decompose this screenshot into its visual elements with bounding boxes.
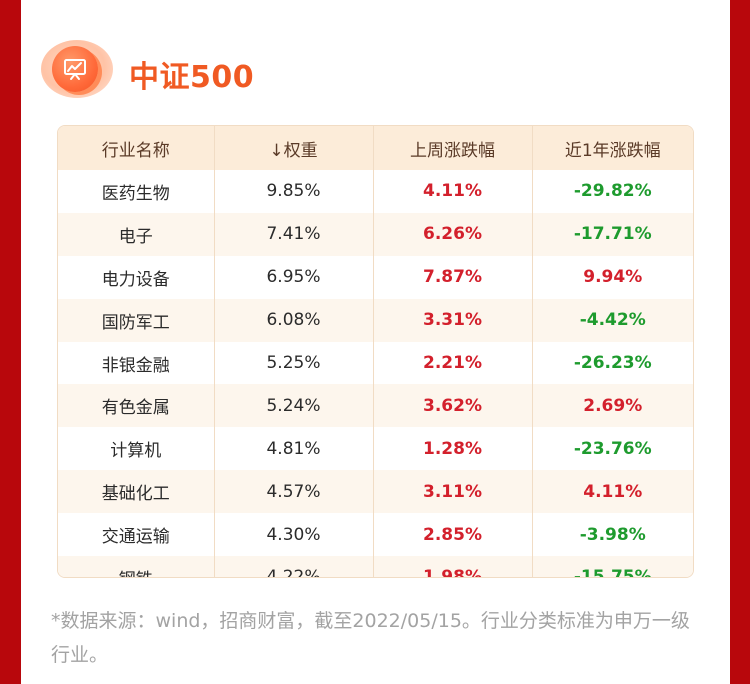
industry-name-cell: 基础化工 bbox=[58, 470, 215, 514]
weight-cell: 4.30% bbox=[214, 513, 374, 557]
presentation-chart-icon bbox=[64, 59, 86, 80]
weight-cell: 6.08% bbox=[214, 298, 374, 342]
table-row: 基础化工 4.57% 3.11% 4.11% bbox=[58, 470, 693, 514]
year-change-cell: -3.98% bbox=[579, 524, 646, 545]
weight-cell: 9.85% bbox=[214, 170, 374, 213]
year-change-cell: 2.69% bbox=[532, 384, 693, 428]
table-row: 钢铁4.22%1.98%-15.75% bbox=[58, 556, 693, 577]
week-change-cell: 1.98% bbox=[373, 556, 533, 577]
header-weight-sort[interactable]: ↓权重 bbox=[214, 126, 374, 170]
table-row: 有色金属 5.24% 3.62% 2.69% bbox=[58, 384, 693, 428]
year-change-cell: -4.42% bbox=[532, 298, 693, 342]
table-row: 计算机 4.81% 1.28% -23.76% bbox=[58, 427, 693, 471]
content-card: 中证500 行业名称 ↓权重 上周涨跌幅 近1年涨跌幅 医药生物 9.85% 4.1… bbox=[21, 0, 730, 684]
industry-name-cell: 电子 bbox=[58, 212, 215, 256]
industry-name-cell: 钢铁 bbox=[58, 556, 215, 577]
weight-cell: 5.25% bbox=[214, 341, 374, 385]
week-change-cell: 7.87% bbox=[373, 255, 533, 299]
weight-cell: 7.41% bbox=[214, 212, 374, 256]
year-change-cell: 9.94% bbox=[583, 267, 643, 288]
week-change-cell: 3.62% bbox=[373, 384, 533, 428]
week-change-cell: 6.26% bbox=[373, 212, 533, 256]
industry-name-cell: 计算机 bbox=[58, 427, 215, 471]
industry-name-cell: 交通运输 bbox=[58, 513, 215, 557]
week-change-cell: 4.11% bbox=[373, 170, 533, 213]
weight-cell: 6.95% bbox=[214, 255, 374, 299]
header-industry-name: 行业名称 bbox=[58, 126, 215, 170]
industry-name-cell: 电力设备 bbox=[58, 255, 215, 299]
year-change-cell: 4.11% bbox=[532, 470, 693, 514]
weight-cell: 4.81% bbox=[214, 427, 374, 471]
header-week-change: 上周涨跌幅 bbox=[373, 126, 533, 170]
week-change-cell: 2.21% bbox=[373, 341, 533, 385]
data-source-footnote: *数据来源：wind，招商财富，截至2022/05/15。行业分类标准为申万一级… bbox=[51, 610, 690, 666]
week-change-cell: 3.11% bbox=[373, 470, 533, 514]
section-icon bbox=[41, 38, 113, 100]
year-change-cell: -26.23% bbox=[573, 353, 652, 373]
year-change-cell: -17.71% bbox=[532, 212, 693, 256]
weight-cell: 4.22% bbox=[214, 556, 374, 577]
industry-name-cell: 有色金属 bbox=[58, 384, 215, 428]
industry-name-cell: 非银金融 bbox=[58, 341, 215, 385]
year-change-cell: -23.76% bbox=[573, 438, 652, 459]
table-row: 交通运输 4.30% 2.85% -3.98% bbox=[58, 513, 693, 557]
weight-cell: 5.24% bbox=[214, 384, 374, 428]
section-title: 中证500 bbox=[129, 60, 255, 95]
header-year-change: 近1年涨跌幅 bbox=[532, 126, 693, 170]
table-row: 医药生物 9.85% 4.11% -29.82% bbox=[58, 170, 693, 213]
year-change-cell: -29.82% bbox=[573, 181, 652, 202]
year-change-cell: -15.75% bbox=[532, 556, 693, 577]
table-row: 国防军工 6.08% 3.31% -4.42% bbox=[58, 298, 693, 342]
industry-name-cell: 国防军工 bbox=[58, 298, 215, 342]
table-row: 电子 7.41% 6.26% -17.71% bbox=[58, 212, 693, 256]
table-row: 非银金融 5.25% 2.21% -26.23% bbox=[58, 341, 693, 385]
industry-name-cell: 医药生物 bbox=[58, 170, 215, 213]
table-header-row: 行业名称 ↓权重 上周涨跌幅 近1年涨跌幅 bbox=[58, 126, 693, 170]
week-change-cell: 2.85% bbox=[373, 513, 533, 557]
weight-cell: 4.57% bbox=[214, 470, 374, 514]
table-row: 电力设备 6.95% 7.87% 9.94% bbox=[58, 255, 693, 299]
industry-weight-table: 行业名称 ↓权重 上周涨跌幅 近1年涨跌幅 医药生物 9.85% 4.11% -29.… bbox=[57, 125, 694, 578]
week-change-cell: 1.28% bbox=[373, 427, 533, 471]
week-change-cell: 3.31% bbox=[373, 298, 533, 342]
